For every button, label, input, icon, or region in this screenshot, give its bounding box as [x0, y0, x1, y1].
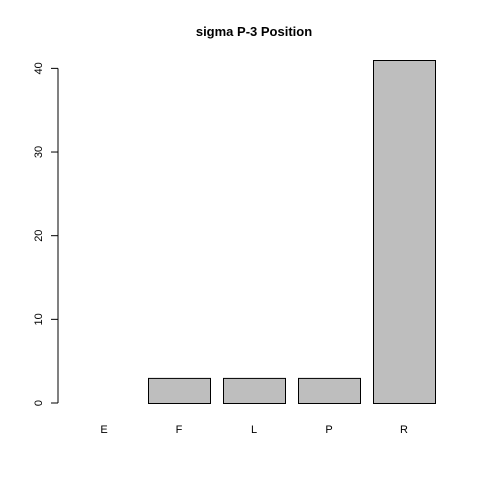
bar-P [298, 377, 361, 404]
y-tick-label: 0 [33, 400, 45, 406]
bar-F [148, 377, 211, 404]
x-tick-label-L: L [251, 424, 257, 436]
bar-R [373, 60, 436, 404]
x-tick-label-R: R [400, 424, 408, 436]
y-tick-label: 20 [33, 230, 45, 242]
x-tick-label-P: P [325, 424, 332, 436]
y-axis: 0 10 20 30 40 [33, 62, 59, 406]
chart-title: sigma P-3 Position [196, 24, 312, 39]
x-tick-label-E: E [100, 424, 107, 436]
y-tick-label: 10 [33, 313, 45, 325]
bar-L [223, 377, 286, 404]
y-tick-label: 30 [33, 146, 45, 158]
y-tick-label: 40 [33, 62, 45, 74]
bars-group [148, 60, 436, 404]
x-tick-label-F: F [176, 424, 183, 436]
